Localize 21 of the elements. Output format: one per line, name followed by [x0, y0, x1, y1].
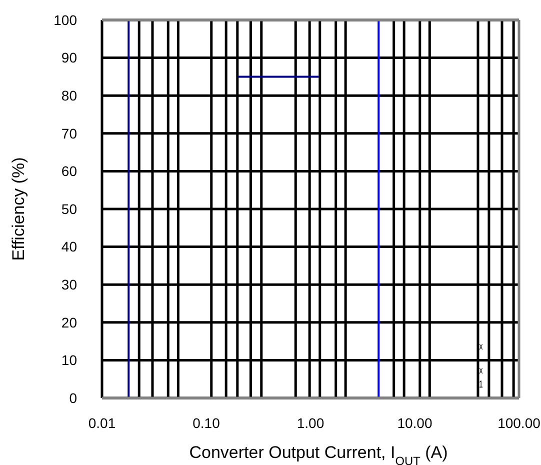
- x-tick-label: 1.00: [296, 415, 324, 431]
- y-tick-label: 40: [61, 238, 78, 255]
- y-tick-label: 100: [54, 12, 78, 28]
- x-axis-title: Converter Output Current, I$_{OUT}$ (A): [189, 443, 448, 465]
- y-tick-label: 80: [61, 88, 78, 104]
- y-tick-label: 50: [61, 200, 78, 217]
- x-tick-label: 10.00: [397, 415, 432, 431]
- y-tick-label: 70: [61, 125, 78, 142]
- y-tick-label: 0: [69, 390, 78, 406]
- annotation: x: [479, 364, 484, 376]
- annotation: x: [479, 340, 484, 352]
- y-tick-label: 10: [61, 352, 78, 368]
- y-axis-title: Efficiency (%): [9, 157, 28, 261]
- y-tick-label: 60: [61, 163, 78, 180]
- y-tick-label: 90: [61, 50, 78, 66]
- x-tick-label: 0.01: [88, 415, 116, 431]
- x-tick-label: 0.10: [192, 415, 220, 431]
- annotation: 1: [479, 378, 484, 390]
- y-tick-label: 20: [61, 314, 78, 330]
- y-tick-label: 30: [61, 276, 78, 292]
- x-tick-label: 100.00: [498, 415, 541, 431]
